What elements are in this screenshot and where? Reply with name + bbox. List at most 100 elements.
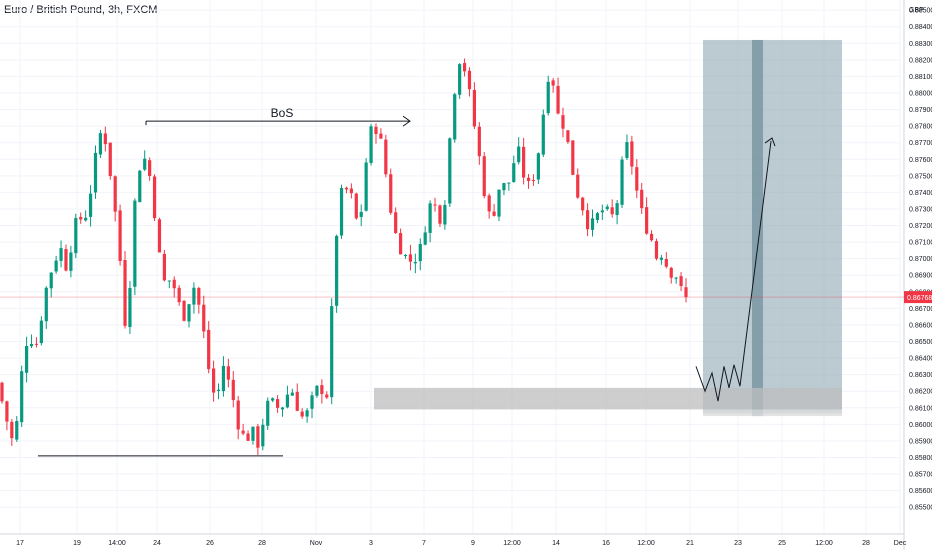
candle xyxy=(462,58,467,77)
candle xyxy=(453,92,457,143)
candle-body xyxy=(241,430,245,434)
candle xyxy=(561,107,565,138)
candle xyxy=(536,152,540,185)
candle xyxy=(522,137,526,185)
candle-body xyxy=(275,399,280,408)
candle-body xyxy=(315,385,319,396)
candle xyxy=(256,423,260,456)
candle-body xyxy=(384,139,388,175)
candle-body xyxy=(679,276,683,287)
candle xyxy=(216,383,221,400)
candle xyxy=(448,137,452,208)
candle-body xyxy=(403,254,408,256)
candle-body xyxy=(330,306,334,398)
candle xyxy=(236,395,240,440)
candle-body xyxy=(492,211,496,216)
candle xyxy=(640,183,644,215)
candle-body xyxy=(187,304,191,322)
candle-body xyxy=(236,400,240,430)
candle xyxy=(571,140,575,176)
candle-body xyxy=(669,267,673,278)
candle xyxy=(231,371,235,408)
candle-body xyxy=(39,320,43,344)
candle xyxy=(502,182,506,196)
candle xyxy=(93,145,98,199)
candle-body xyxy=(581,197,585,211)
candle-body xyxy=(344,187,349,190)
candle-body xyxy=(108,142,112,177)
candle-body xyxy=(379,133,383,139)
candle xyxy=(251,426,255,445)
candle-body xyxy=(531,179,536,181)
candle xyxy=(645,197,649,235)
candle-body xyxy=(157,219,162,253)
price-tick-label: 0.86600 xyxy=(909,322,932,329)
price-tick-label: 0.87700 xyxy=(909,140,932,147)
candle xyxy=(546,75,550,116)
candle xyxy=(581,196,585,216)
candle xyxy=(271,397,275,403)
candle xyxy=(59,240,63,268)
candle-body xyxy=(551,80,555,86)
candle-body xyxy=(482,156,486,197)
candle xyxy=(517,137,521,165)
candle-body xyxy=(408,254,413,262)
candle-body xyxy=(448,138,452,204)
candle xyxy=(654,238,659,261)
time-tick-label: 16 xyxy=(602,540,610,547)
candle-body xyxy=(84,217,88,221)
candle xyxy=(492,204,496,217)
candle-body xyxy=(566,130,570,143)
price-tick-label: 0.85600 xyxy=(909,488,932,495)
candle xyxy=(123,251,127,329)
candle xyxy=(280,406,285,417)
price-tick-label: 0.87800 xyxy=(909,124,932,131)
candle-body xyxy=(546,81,550,114)
candle-body xyxy=(398,233,403,255)
candle xyxy=(241,423,245,436)
candle xyxy=(44,286,48,329)
candle xyxy=(74,213,78,259)
price-tick-label: 0.85900 xyxy=(909,438,932,445)
candle xyxy=(472,82,477,130)
candle xyxy=(669,266,673,284)
candle xyxy=(49,271,53,298)
time-tick-label: 3 xyxy=(369,540,373,547)
candle-body xyxy=(25,346,29,373)
candle xyxy=(39,316,43,346)
candle-body xyxy=(659,257,663,260)
candle xyxy=(349,183,353,199)
candle xyxy=(103,126,107,152)
candle xyxy=(556,77,560,115)
candle-body xyxy=(541,114,545,155)
time-tick-label: 28 xyxy=(258,540,266,547)
candle-body xyxy=(231,379,235,401)
last-price-label: 0.86768 xyxy=(907,295,932,302)
candle-body xyxy=(630,141,634,167)
candle-body xyxy=(585,210,590,230)
candle xyxy=(207,321,211,374)
candle xyxy=(197,286,201,314)
time-tick-label: 14:00 xyxy=(108,540,126,547)
candle xyxy=(15,416,19,442)
candle xyxy=(428,200,432,243)
candle-body xyxy=(182,300,186,321)
candle xyxy=(275,395,280,413)
price-tick-label: 0.86400 xyxy=(909,356,932,363)
price-tick-label: 0.86100 xyxy=(909,405,932,412)
candle-body xyxy=(261,424,265,447)
candle-body xyxy=(143,158,147,170)
candle xyxy=(595,211,600,224)
candle xyxy=(394,207,398,234)
candle xyxy=(148,157,152,181)
candle xyxy=(615,200,619,225)
price-tick-label: 0.87400 xyxy=(909,190,932,197)
candle-body xyxy=(433,204,437,206)
candle xyxy=(29,334,34,349)
candle xyxy=(512,155,516,183)
price-tick-label: 0.88300 xyxy=(909,41,932,48)
time-tick-label: 24 xyxy=(153,540,161,547)
candle xyxy=(610,199,614,218)
candle xyxy=(359,204,363,227)
